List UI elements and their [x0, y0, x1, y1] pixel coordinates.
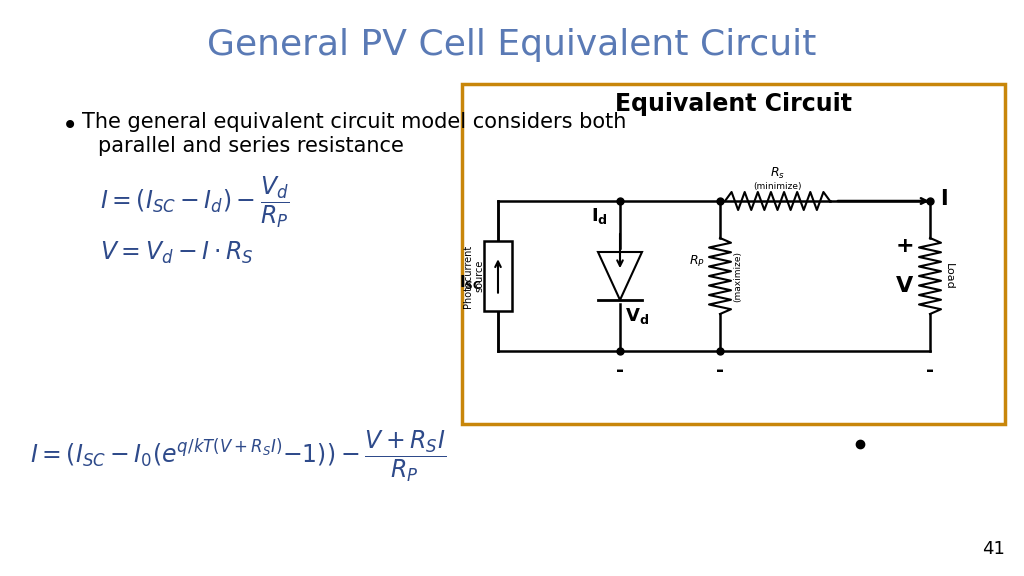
Text: $I=(I_{SC}-I_0(e^{q/kT(V+R_SI)}\mathrm{-}1))-\dfrac{V+R_SI}{R_P}$: $I=(I_{SC}-I_0(e^{q/kT(V+R_SI)}\mathrm{-…: [30, 428, 446, 484]
Text: $\mathbf{V}$: $\mathbf{V}$: [895, 276, 914, 296]
Text: $I=(I_{SC}-I_d)-\dfrac{V_d}{R_P}$: $I=(I_{SC}-I_d)-\dfrac{V_d}{R_P}$: [100, 174, 290, 230]
Text: $R_s$: $R_s$: [770, 166, 785, 181]
Text: Equivalent Circuit: Equivalent Circuit: [615, 92, 852, 116]
Text: $\mathbf{I}$: $\mathbf{I}$: [940, 189, 948, 209]
Text: Load: Load: [944, 263, 954, 289]
Text: General PV Cell Equivalent Circuit: General PV Cell Equivalent Circuit: [207, 28, 817, 62]
Bar: [484, 241, 512, 311]
Text: 41: 41: [982, 540, 1005, 558]
Text: $\mathbf{I_{SC}}$: $\mathbf{I_{SC}}$: [460, 274, 482, 293]
Text: (maximize): (maximize): [733, 251, 742, 301]
Text: (minimize): (minimize): [754, 182, 802, 191]
Text: parallel and series resistance: parallel and series resistance: [98, 136, 403, 156]
Text: -: -: [716, 361, 724, 380]
Text: $\mathbf{V_d}$: $\mathbf{V_d}$: [625, 306, 649, 326]
Text: $\mathbf{I_d}$: $\mathbf{I_d}$: [591, 206, 608, 226]
Text: +: +: [896, 236, 914, 256]
Text: -: -: [616, 361, 624, 380]
Text: Photocurrent
source: Photocurrent source: [463, 244, 484, 308]
Bar: [462, 84, 1005, 424]
Text: The general equivalent circuit model considers both: The general equivalent circuit model con…: [82, 112, 627, 132]
Text: •: •: [62, 112, 78, 140]
Polygon shape: [598, 252, 642, 300]
Text: -: -: [926, 361, 934, 380]
Text: $R_P$: $R_P$: [689, 253, 705, 268]
Text: $V=V_d-I\cdot R_S$: $V=V_d-I\cdot R_S$: [100, 240, 254, 266]
